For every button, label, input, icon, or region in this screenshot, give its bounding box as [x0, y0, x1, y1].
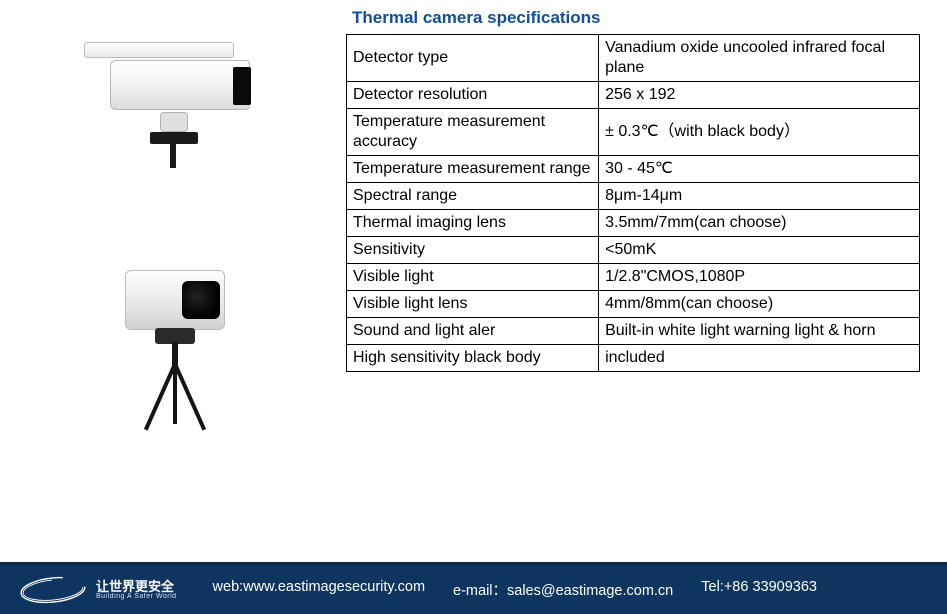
slogan-cn: 让世界更安全	[96, 580, 177, 593]
spec-value-cell: 30 - 45℃	[599, 156, 920, 183]
table-row: Sound and light alerBuilt-in white light…	[347, 318, 920, 345]
spec-value-cell: 3.5mm/7mm(can choose)	[599, 210, 920, 237]
footer-tel: Tel:+86 33909363	[701, 579, 817, 600]
table-row: Thermal imaging lens3.5mm/7mm(can choose…	[347, 210, 920, 237]
spec-value-cell: included	[599, 345, 920, 372]
page-footer: 让世界更安全 Building A Safer World web:www.ea…	[0, 562, 947, 614]
logo-ellipse-icon	[18, 573, 88, 607]
spec-value-cell: ± 0.3℃（with black body）	[599, 109, 920, 156]
footer-tel-value: +86 33909363	[724, 579, 817, 595]
page-content: Thermal camera specifications Detector t…	[0, 0, 947, 562]
tripod-leg-left	[144, 363, 177, 430]
spec-value-cell: <50mK	[599, 237, 920, 264]
spec-label-cell: High sensitivity black body	[347, 345, 599, 372]
spec-label-cell: Sound and light aler	[347, 318, 599, 345]
spec-title: Thermal camera specifications	[346, 4, 920, 34]
table-row: High sensitivity black bodyincluded	[347, 345, 920, 372]
spec-label-cell: Visible light lens	[347, 291, 599, 318]
spec-label-cell: Detector type	[347, 35, 599, 82]
product-images-column	[60, 50, 290, 440]
tripod-leg-center	[173, 364, 177, 424]
tripod-leg-right	[173, 363, 206, 430]
spec-value-cell: 4mm/8mm(can choose)	[599, 291, 920, 318]
logo-text-block: 让世界更安全 Building A Safer World	[96, 580, 177, 600]
spec-value-cell: 1/2.8"CMOS,1080P	[599, 264, 920, 291]
camera-visor-shape	[84, 42, 234, 58]
camera-mount-shape	[160, 112, 188, 132]
blackbody-body-shape	[125, 270, 225, 330]
spec-block: Thermal camera specifications Detector t…	[346, 4, 920, 372]
footer-contact-row: web:www.eastimagesecurity.com e-mail：sal…	[213, 579, 817, 600]
camera-body-shape	[110, 60, 250, 110]
footer-email: e-mail：sales@eastimage.com.cn	[453, 579, 673, 600]
table-row: Temperature measurement accuracy± 0.3℃（w…	[347, 109, 920, 156]
spec-label-cell: Temperature measurement accuracy	[347, 109, 599, 156]
footer-logo: 让世界更安全 Building A Safer World	[18, 573, 177, 607]
slogan-en: Building A Safer World	[96, 593, 177, 600]
camera-lens-shape	[233, 67, 251, 105]
footer-web: web:www.eastimagesecurity.com	[213, 579, 426, 600]
spec-table-body: Detector typeVanadium oxide uncooled inf…	[347, 35, 920, 372]
table-row: Visible light lens4mm/8mm(can choose)	[347, 291, 920, 318]
spec-table: Detector typeVanadium oxide uncooled inf…	[346, 34, 920, 372]
footer-web-label: web:	[213, 579, 244, 595]
thermal-camera-image	[90, 50, 260, 170]
spec-label-cell: Detector resolution	[347, 82, 599, 109]
spec-label-cell: Thermal imaging lens	[347, 210, 599, 237]
blackbody-lens-shape	[182, 281, 220, 319]
footer-email-label: e-mail：	[453, 583, 507, 599]
footer-web-value: www.eastimagesecurity.com	[243, 579, 425, 595]
spec-label-cell: Sensitivity	[347, 237, 599, 264]
spec-value-cell: Built-in white light warning light & hor…	[599, 318, 920, 345]
blackbody-tripod-image	[100, 270, 250, 440]
spec-value-cell: 8μm-14μm	[599, 183, 920, 210]
spec-value-cell: Vanadium oxide uncooled infrared focal p…	[599, 35, 920, 82]
footer-tel-label: Tel:	[701, 579, 724, 595]
table-row: Spectral range8μm-14μm	[347, 183, 920, 210]
spec-label-cell: Spectral range	[347, 183, 599, 210]
table-row: Detector resolution256 x 192	[347, 82, 920, 109]
spec-label-cell: Visible light	[347, 264, 599, 291]
table-row: Detector typeVanadium oxide uncooled inf…	[347, 35, 920, 82]
table-row: Visible light1/2.8"CMOS,1080P	[347, 264, 920, 291]
table-row: Temperature measurement range30 - 45℃	[347, 156, 920, 183]
spec-value-cell: 256 x 192	[599, 82, 920, 109]
footer-email-value: sales@eastimage.com.cn	[507, 583, 673, 599]
table-row: Sensitivity<50mK	[347, 237, 920, 264]
camera-pole-shape	[170, 142, 176, 168]
spec-label-cell: Temperature measurement range	[347, 156, 599, 183]
